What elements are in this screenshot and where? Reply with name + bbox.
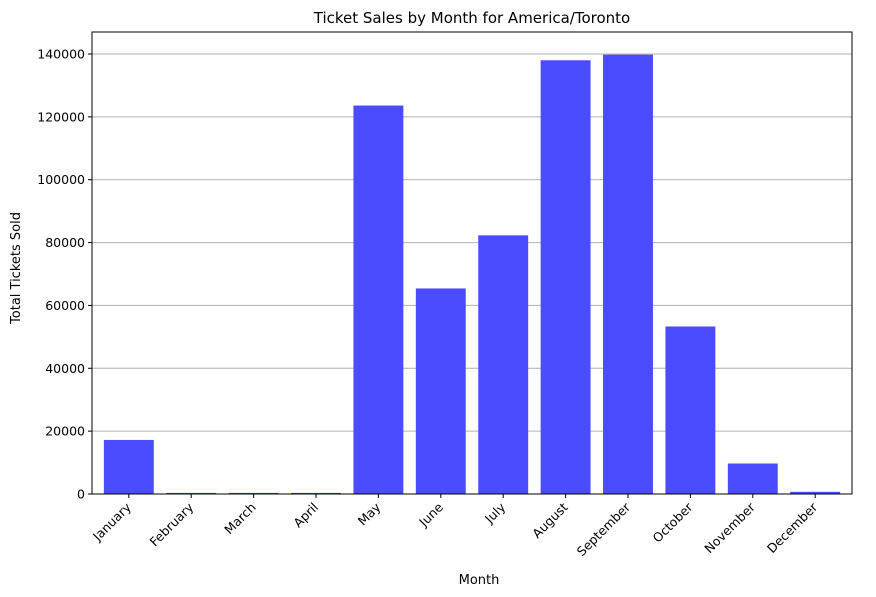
x-tick-label: January	[89, 499, 134, 544]
x-tick-label: April	[290, 500, 321, 531]
bar-december	[790, 491, 841, 494]
bar-march	[228, 492, 279, 494]
bar-may	[353, 105, 404, 495]
bar-november	[727, 463, 778, 494]
x-tick-label: September	[574, 499, 634, 559]
bar-october	[665, 326, 716, 494]
bar-february	[166, 492, 217, 494]
bars	[103, 54, 841, 495]
y-tick-label: 20000	[45, 424, 85, 439]
y-tick-label: 0	[77, 487, 85, 502]
gridlines	[92, 53, 852, 495]
bar-june	[415, 288, 466, 494]
x-tick-label: October	[650, 499, 697, 546]
bar-april	[291, 492, 341, 494]
y-tick-label: 40000	[45, 361, 85, 376]
bar-august	[540, 60, 591, 495]
y-axis: 0 20000 40000 60000 80000 100000 120000 140000	[37, 47, 92, 502]
bar-january	[103, 439, 154, 494]
x-tick-label: June	[415, 499, 446, 530]
bar-september	[603, 54, 653, 494]
x-tick-label: May	[355, 499, 384, 528]
x-axis: January February March April May June July Augu…	[89, 494, 821, 559]
y-tick-label: 120000	[37, 109, 85, 124]
bar-july	[478, 235, 529, 495]
x-tick-label: July	[481, 499, 509, 527]
x-tick-label: August	[529, 499, 571, 541]
y-axis-label: Total Tickets Sold	[9, 212, 24, 325]
y-tick-label: 60000	[45, 298, 85, 313]
x-tick-label: February	[147, 499, 197, 549]
y-tick-label: 100000	[37, 172, 85, 187]
x-tick-label: December	[764, 499, 821, 556]
y-tick-label: 140000	[37, 47, 85, 62]
y-tick-label: 80000	[45, 235, 85, 250]
x-axis-label: Month	[459, 573, 500, 588]
x-tick-label: March	[221, 500, 259, 538]
x-tick-label: November	[701, 499, 758, 556]
plot-frame	[91, 31, 853, 495]
chart-title: Ticket Sales by Month for America/Toront…	[313, 9, 630, 27]
